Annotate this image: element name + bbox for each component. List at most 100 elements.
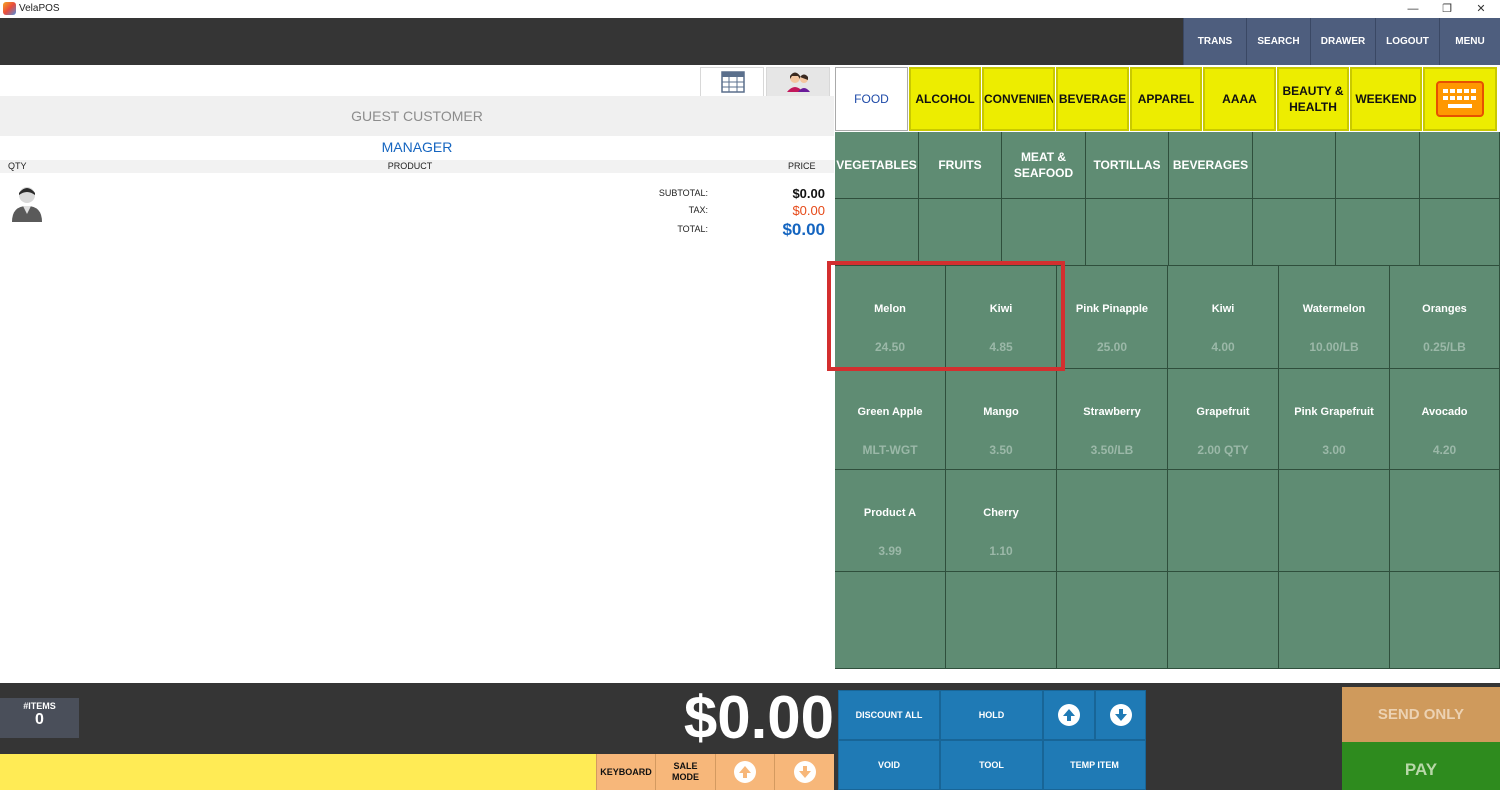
send-only-button[interactable]: SEND ONLY (1342, 687, 1500, 742)
arrow-up-icon (734, 761, 756, 783)
price-header: PRICE (788, 161, 816, 171)
temp-item-button[interactable]: TEMP ITEM (1043, 740, 1146, 790)
product-name: Watermelon (1302, 303, 1366, 315)
scroll-up-button[interactable] (715, 754, 774, 790)
subcategory-vegetables[interactable]: VEGETABLES (835, 132, 919, 199)
product-price: 2.00 QTY (1197, 443, 1249, 457)
category-beauty-health-label: BEAUTY & HEALTH (1282, 84, 1344, 114)
subcategory-fruits[interactable]: FRUITS (919, 132, 1002, 199)
category-beauty-health[interactable]: BEAUTY & HEALTH (1277, 67, 1349, 131)
trans-button[interactable]: TRANS (1183, 18, 1246, 65)
total-label: TOTAL: (677, 224, 708, 234)
subcategory-meat-seafood[interactable]: MEAT & SEAFOOD (1002, 132, 1086, 199)
product-price: 3.50 (989, 443, 1013, 457)
product-tile-kiwi[interactable]: Kiwi 4.85 (946, 266, 1057, 369)
category-beverage[interactable]: BEVERAGE (1056, 67, 1129, 131)
tab-order-list[interactable] (700, 67, 764, 96)
product-tile-empty[interactable] (1168, 572, 1279, 669)
subcategory-empty[interactable] (1420, 199, 1500, 266)
product-tile-grapefruit[interactable]: Grapefruit 2.00 QTY (1168, 369, 1279, 470)
subcategory-empty[interactable] (1169, 199, 1253, 266)
product-name: Grapefruit (1196, 406, 1250, 418)
sale-mode-button[interactable]: SALE MODE (655, 754, 715, 790)
product-price: 24.50 (874, 340, 906, 354)
arrow-down-icon (1109, 704, 1132, 726)
subcategory-empty[interactable] (1336, 199, 1420, 266)
product-tile-empty[interactable] (835, 572, 946, 669)
product-tile-empty[interactable] (1057, 572, 1168, 669)
product-tile-green-apple[interactable]: Green Apple MLT-WGT (835, 369, 946, 470)
order-column-header: QTY PRODUCT PRICE (0, 160, 834, 173)
product-tile-cherry[interactable]: Cherry 1.10 (946, 470, 1057, 572)
down-button[interactable] (1095, 690, 1146, 740)
pay-button[interactable]: PAY (1342, 742, 1500, 790)
scroll-down-button[interactable] (774, 754, 834, 790)
product-tile-pink-pinapple[interactable]: Pink Pinapple 25.00 (1057, 266, 1168, 369)
category-convenience-label: CONVENIENCE (984, 92, 1053, 106)
minimize-icon[interactable]: — (1407, 3, 1419, 15)
barcode-input[interactable] (0, 754, 596, 790)
menu-button[interactable]: MENU (1439, 18, 1500, 65)
subcategory-tortillas[interactable]: TORTILLAS (1086, 132, 1169, 199)
subcategory-empty[interactable] (1002, 199, 1086, 266)
subcategory-beverages[interactable]: BEVERAGES (1169, 132, 1253, 199)
keyboard-toggle-button[interactable] (1423, 67, 1497, 131)
product-header: PRODUCT (387, 161, 433, 171)
logout-button[interactable]: LOGOUT (1375, 18, 1439, 65)
keyboard-button[interactable]: KEYBOARD (596, 754, 655, 790)
category-aaaa[interactable]: AAAA (1203, 67, 1276, 131)
up-button[interactable] (1043, 690, 1095, 740)
category-weekend[interactable]: WEEKEND (1350, 67, 1422, 131)
subcategory-empty[interactable] (1253, 132, 1336, 199)
subcategory-grid: VEGETABLES FRUITS MEAT & SEAFOOD TORTILL… (835, 132, 1500, 266)
product-price: 3.00 (1322, 443, 1346, 457)
product-tile-avocado[interactable]: Avocado 4.20 (1390, 369, 1500, 470)
search-button[interactable]: SEARCH (1246, 18, 1310, 65)
product-tile-strawberry[interactable]: Strawberry 3.50/LB (1057, 369, 1168, 470)
product-tile-pink-grapefruit[interactable]: Pink Grapefruit 3.00 (1279, 369, 1390, 470)
tool-button[interactable]: TOOL (940, 740, 1043, 790)
discount-all-button[interactable]: DISCOUNT ALL (838, 690, 940, 740)
product-tile-empty[interactable] (1390, 572, 1500, 669)
employee-name: MANAGER (381, 139, 453, 155)
hold-button[interactable]: HOLD (940, 690, 1043, 740)
items-count: 0 (35, 711, 44, 728)
product-tile-empty[interactable] (1057, 470, 1168, 572)
product-tile-empty[interactable] (1279, 470, 1390, 572)
product-tile-empty[interactable] (1168, 470, 1279, 572)
product-tile-empty[interactable] (1279, 572, 1390, 669)
close-icon[interactable]: ✕ (1476, 3, 1486, 15)
product-tile-product-a[interactable]: Product A 3.99 (835, 470, 946, 572)
product-tile-oranges[interactable]: Oranges 0.25/LB (1390, 266, 1500, 369)
product-tile-kiwi[interactable]: Kiwi 4.00 (1168, 266, 1279, 369)
drawer-button[interactable]: DRAWER (1310, 18, 1375, 65)
product-price: 3.50/LB (1090, 443, 1134, 457)
list-grid-icon (721, 71, 745, 93)
subcategory-empty[interactable] (919, 199, 1002, 266)
subcategory-empty[interactable] (1253, 199, 1336, 266)
subcategory-empty[interactable] (1086, 199, 1169, 266)
product-name: Cherry (983, 507, 1019, 519)
category-convenience[interactable]: CONVENIENCE (982, 67, 1055, 131)
product-tile-melon[interactable]: Melon 24.50 (835, 266, 946, 369)
subcategory-empty[interactable] (1336, 132, 1420, 199)
subcategory-empty[interactable] (835, 199, 919, 266)
product-price: 3.99 (878, 544, 902, 558)
guest-customer-bar[interactable]: GUEST CUSTOMER (0, 96, 834, 136)
product-tile-watermelon[interactable]: Watermelon 10.00/LB (1279, 266, 1390, 369)
category-apparel[interactable]: APPAREL (1130, 67, 1202, 131)
product-tile-empty[interactable] (1390, 470, 1500, 572)
tax-value: $0.00 (792, 203, 825, 218)
product-tile-mango[interactable]: Mango 3.50 (946, 369, 1057, 470)
restore-icon[interactable]: ❐ (1442, 3, 1452, 15)
category-alcohol[interactable]: ALCOHOL (909, 67, 981, 131)
product-tile-empty[interactable] (946, 572, 1057, 669)
user-avatar-icon[interactable] (10, 184, 44, 224)
subcategory-empty[interactable] (1420, 132, 1500, 199)
category-food[interactable]: FOOD (835, 67, 908, 131)
void-button[interactable]: VOID (838, 740, 940, 790)
product-name: Green Apple (857, 406, 923, 418)
customer-tabs (0, 65, 834, 96)
tab-customers[interactable] (766, 67, 830, 96)
product-name: Pink Grapefruit (1294, 406, 1374, 418)
